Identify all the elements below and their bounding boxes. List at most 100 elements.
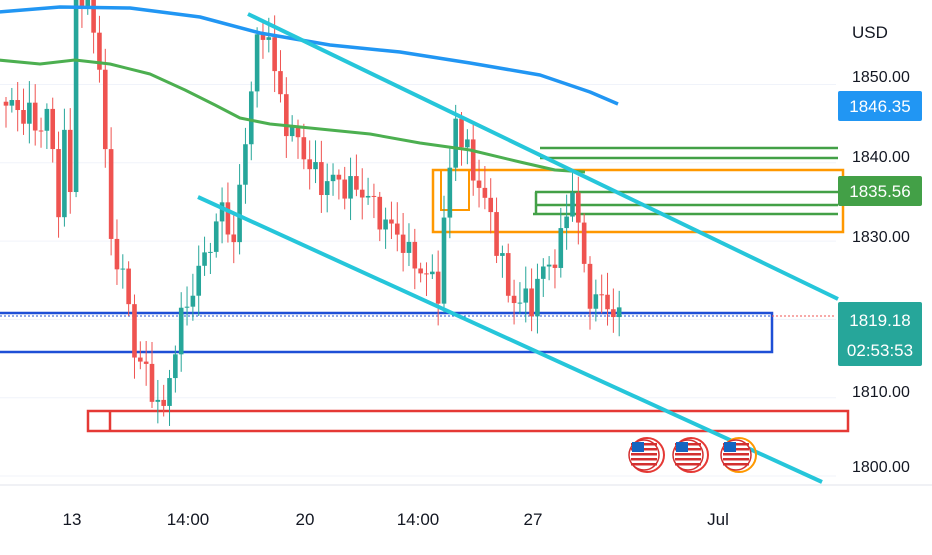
y-tick-label: 1800.00	[852, 459, 910, 476]
candle-body	[488, 197, 494, 213]
candle-body	[278, 71, 283, 95]
candle-body	[348, 176, 353, 199]
candle-body	[50, 108, 56, 150]
candle-body	[44, 108, 50, 131]
candle-body	[3, 101, 9, 106]
flag-canton	[676, 442, 688, 452]
grid	[0, 84, 836, 477]
demand-zone-box	[86, 409, 850, 433]
candle-body	[558, 228, 564, 268]
candle-body	[126, 268, 131, 305]
candle-body	[143, 361, 149, 364]
flag-stripe	[675, 453, 701, 456]
candle-body	[576, 192, 581, 223]
candle-body	[599, 294, 604, 296]
candle-body	[494, 212, 499, 256]
y-tick-label: 1840.00	[852, 149, 910, 166]
candle-body	[173, 354, 178, 379]
candle-body	[202, 252, 207, 266]
candle-body	[79, 0, 85, 7]
candle-body	[441, 217, 447, 304]
candle-body	[67, 129, 73, 193]
candle-body	[383, 219, 388, 230]
candle-body	[155, 399, 161, 402]
candle-body	[611, 309, 616, 318]
candle-body	[505, 253, 511, 296]
candle-body	[237, 184, 242, 243]
candle-body	[470, 139, 476, 181]
flag-stripe	[631, 463, 657, 466]
candle-body	[605, 294, 610, 310]
supply-zone-inner-box	[440, 169, 470, 211]
candle-body	[564, 216, 569, 229]
x-tick-label: Jul	[707, 510, 729, 529]
x-tick-label: 20	[296, 510, 315, 529]
flag-canton	[724, 442, 736, 452]
candles	[3, 0, 622, 426]
candle-body	[97, 32, 102, 70]
countdown-text: 02:53:53	[847, 341, 913, 360]
candle-body	[260, 34, 266, 40]
y-tick-label: 1850.00	[852, 69, 910, 86]
flag-stripe	[723, 453, 749, 456]
economic-events[interactable]	[628, 437, 757, 473]
us-flag-icon[interactable]	[672, 437, 709, 473]
ma50-line	[0, 58, 586, 174]
candle-body	[552, 264, 558, 268]
flag-stripe	[631, 458, 657, 461]
candle-body	[570, 192, 575, 217]
candle-body	[354, 176, 359, 190]
candle-body	[546, 264, 552, 267]
candle-body	[616, 307, 622, 318]
candle-body	[500, 253, 505, 256]
y-tick-label: 1830.00	[852, 229, 910, 246]
candle-body	[266, 37, 272, 40]
candle-body	[132, 304, 137, 358]
candle-body	[430, 271, 435, 275]
candle-body	[254, 34, 260, 92]
x-tick-label: 27	[524, 510, 543, 529]
candle-body	[435, 271, 441, 304]
candle-body	[365, 195, 371, 198]
candle-body	[108, 149, 114, 239]
y-tick-label: 1810.00	[852, 384, 910, 401]
us-flag-icon[interactable]	[720, 437, 757, 473]
candle-body	[231, 234, 237, 243]
us-flag-icon[interactable]	[628, 437, 665, 473]
candle-body	[535, 278, 540, 317]
candle-body	[447, 167, 453, 218]
candle-body	[208, 251, 213, 253]
candle-body	[102, 69, 108, 150]
candle-body	[73, 0, 79, 193]
x-tick-label: 14:00	[397, 510, 440, 529]
ma50-price-text: 1835.56	[849, 182, 910, 201]
candle-body	[213, 221, 219, 252]
candle-body	[138, 357, 143, 362]
ma50-price-badge	[838, 176, 922, 206]
candle-body	[9, 100, 15, 106]
trend-channel	[197, 12, 839, 484]
candle-body	[482, 187, 488, 198]
candle-body	[295, 125, 301, 138]
candle-body	[540, 266, 546, 279]
candle-body	[85, 0, 91, 7]
candle-body	[336, 174, 342, 180]
candle-body	[32, 102, 38, 131]
currency-label: USD	[852, 23, 888, 42]
flag-canton	[632, 442, 644, 452]
candle-body	[359, 189, 365, 198]
candle-body	[196, 265, 202, 296]
candle-body	[243, 144, 248, 185]
flag-stripe	[631, 453, 657, 456]
support-zone-box	[0, 311, 774, 354]
candle-body	[465, 139, 470, 148]
candle-body	[15, 100, 20, 111]
candle-body	[330, 174, 336, 182]
candle-body	[307, 159, 312, 170]
candle-body	[453, 118, 458, 168]
candle-body	[91, 0, 96, 33]
x-tick-label: 14:00	[167, 510, 210, 529]
